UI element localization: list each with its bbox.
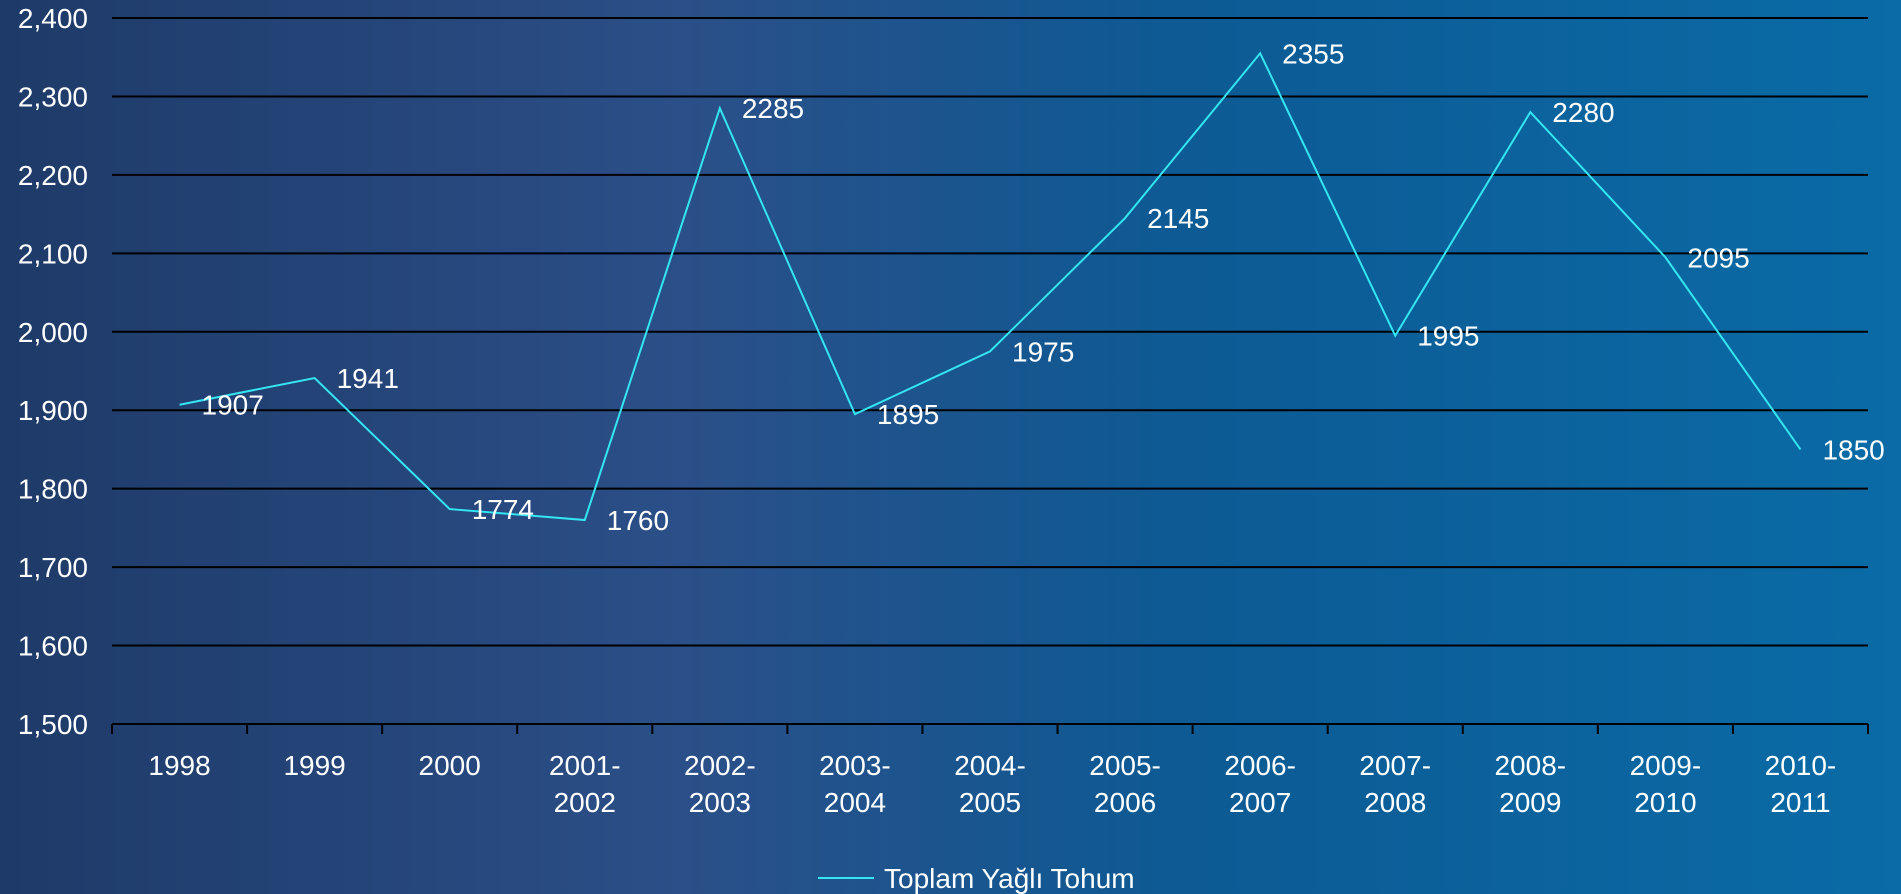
data-label: 2355 [1282, 38, 1344, 69]
x-tick-label: 2000 [419, 750, 481, 781]
x-tick-label: 2009-2010 [1630, 750, 1702, 818]
data-labels: 1907 1941 1774 1760 2285 1895 1975 2145 2355 1995… [202, 38, 1885, 536]
data-label: 1760 [607, 505, 669, 536]
y-tick-label: 2,100 [18, 238, 88, 269]
series-line-toplam-yagli-tohum [179, 51, 1802, 522]
y-tick-label: 1,700 [18, 552, 88, 583]
y-tick-label: 1,800 [18, 474, 88, 505]
data-label: 2145 [1147, 203, 1209, 234]
y-tick-label: 2,200 [18, 160, 88, 191]
x-tick-label: 2004-2005 [954, 750, 1026, 818]
x-axis [111, 724, 1869, 734]
x-axis-tick-labels: 1998 1999 2000 2001-2002 2002-2003 2003-2004 2… [148, 750, 1836, 818]
x-tick-label: 2010-2011 [1765, 750, 1837, 818]
y-tick-label: 1,500 [18, 709, 88, 740]
x-tick-label: 2006-2007 [1224, 750, 1296, 818]
legend: Toplam Yağlı Tohum [818, 863, 1135, 894]
y-tick-label: 1,600 [18, 631, 88, 662]
data-label: 2280 [1552, 97, 1614, 128]
legend-label: Toplam Yağlı Tohum [884, 863, 1135, 894]
x-tick-label: 2007-2008 [1359, 750, 1431, 818]
y-axis-tick-labels: 1,500 1,600 1,700 1,800 1,900 2,000 2,100 2,200… [18, 3, 88, 740]
data-label: 1941 [337, 363, 399, 394]
x-tick-label: 2008-2009 [1494, 750, 1566, 818]
data-label: 1995 [1417, 321, 1479, 352]
data-label: 1850 [1822, 434, 1884, 465]
y-tick-label: 2,000 [18, 317, 88, 348]
x-tick-label: 1999 [283, 750, 345, 781]
data-label: 1975 [1012, 336, 1074, 367]
y-tick-label: 2,300 [18, 81, 88, 112]
y-tick-label: 2,400 [18, 3, 88, 34]
x-tick-label: 2002-2003 [684, 750, 756, 818]
data-label: 1774 [472, 494, 534, 525]
y-tick-label: 1,900 [18, 395, 88, 426]
data-label: 2285 [742, 93, 804, 124]
data-label: 1895 [877, 399, 939, 430]
data-label: 2095 [1687, 242, 1749, 273]
x-tick-label: 2005-2006 [1089, 750, 1161, 818]
x-tick-label: 2003-2004 [819, 750, 891, 818]
grid-lines [112, 17, 1868, 725]
x-tick-label: 2001-2002 [549, 750, 621, 818]
x-tick-label: 1998 [148, 750, 210, 781]
data-label: 1907 [202, 390, 264, 421]
